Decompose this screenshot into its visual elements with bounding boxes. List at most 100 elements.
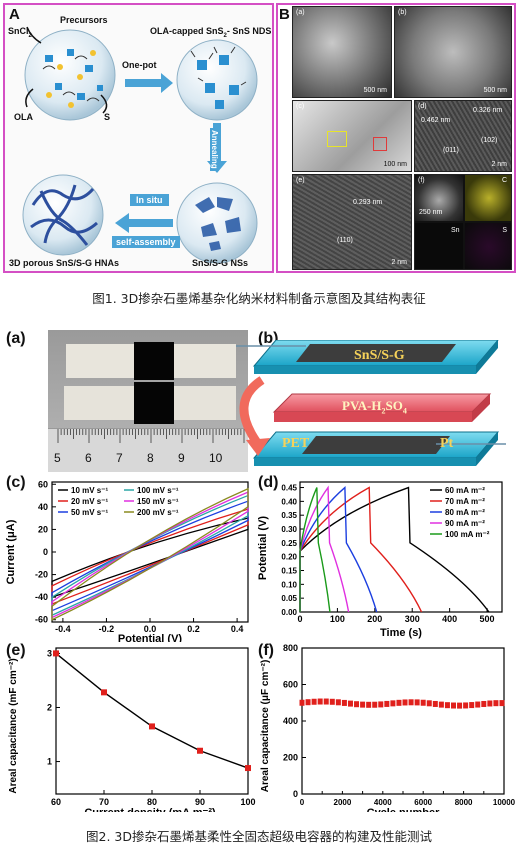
x-tick-label: 500 [480,614,495,624]
y-tick-label: 0.00 [281,608,297,617]
cycle-data-point [499,700,505,707]
hna-sphere [22,174,104,256]
x-tick-label: 60 [51,797,61,807]
cycle-stability-chart: 02000400060008000100008006004002000Cycle… [260,643,516,812]
y-tick-label: 400 [283,716,298,726]
legend-entry: 70 mA m⁻² [445,497,485,506]
cycle-data-point [299,699,305,706]
y-tick-label: 600 [283,680,298,690]
cycle-data-point [323,698,329,705]
y-tick-label: 0.40 [281,497,297,506]
cycle-data-point [475,701,481,708]
y-tick-label: 0.25 [281,539,297,548]
y-tick-label: 200 [283,753,298,763]
cycle-data-point [384,700,390,707]
x-tick-label: 300 [405,614,420,624]
pet-label: PET [282,436,310,451]
x-tick-label: 0.2 [187,624,200,634]
cycle-data-point [444,702,450,709]
cycle-data-point [390,700,396,707]
precursor-particles [42,49,103,108]
x-axis-label: Cycle number [367,807,440,812]
legend-entry: 60 mA m⁻² [445,486,485,495]
nss-label: SnS/S-G NSs [192,258,249,268]
capacitance-vs-current-chart: 60 70 80 90 100 3 2 1 Current density (mA m⁻²) Ar… [8,647,256,812]
cycle-data-point [402,699,408,706]
legend-entry: 20 mV s⁻¹ [71,497,108,506]
y-axis-label: Areal capacitance (mF cm⁻²) [8,658,19,793]
cycle-data-point [432,700,438,707]
x-tick-label: 90 [195,797,205,807]
cycle-data-point [438,701,444,708]
cycle-data-point [335,699,341,706]
legend-entry: 100 mV s⁻¹ [137,486,179,495]
y-tick-label: 0.35 [281,511,297,520]
annealing-label: Annealing [210,128,219,171]
y-tick-label: 2 [47,702,52,712]
data-point [245,765,251,772]
in-situ-label: In situ [130,194,169,206]
y-tick-label: 20 [38,524,48,534]
y-tick-label: -20 [35,570,48,580]
device-photo: 5 6 7 8 9 10 [48,330,248,472]
y-axis-label: Potential (V) [257,516,269,581]
x-tick-label: 80 [147,797,157,807]
cycle-data-point [451,702,456,709]
legend-entry: 10 mV s⁻¹ [71,486,108,495]
nss-sphere [176,182,258,264]
cycle-data-point [305,699,311,706]
hna-network [30,184,98,246]
x-tick-label: 70 [99,797,109,807]
cycle-data-point [360,701,366,708]
x-tick-label: 8000 [455,798,473,807]
nds-particles [190,46,247,109]
fig2-panel-a-label: (a) [6,330,26,347]
ruler-number: 7 [116,451,123,465]
x-tick-label: -0.2 [99,624,115,634]
legend-entry: 80 mA m⁻² [445,508,485,517]
x-axis-label: Current density (mA m⁻²) [84,807,216,812]
y-tick-label: 0.05 [281,594,297,603]
x-tick-label: 0 [300,798,305,807]
cv-loop-series [51,508,249,605]
y-tick-label: 0.10 [281,580,297,589]
fig2-panel-e-label: (e) [6,642,26,659]
cycle-data-point [420,699,426,706]
x-tick-label: 4000 [374,798,392,807]
x-tick-label: 10000 [493,798,516,807]
cycle-data-point [457,702,463,709]
ruler: 5 6 7 8 9 10 [48,428,248,472]
cv-chart: -0.4 -0.2 0.0 0.2 0.4 60 40 20 0 -20 -40 -60 Potenti… [5,479,249,642]
plot-frame [55,647,249,795]
cv-loop-series [51,487,249,621]
x-tick-label: 6000 [414,798,432,807]
cycle-data-point [408,699,414,706]
cv-loop-series [51,500,249,612]
x-tick-label: 0.4 [231,624,244,634]
ola-label: OLA [14,112,33,122]
assembly-arrow [239,376,265,447]
y-tick-label: 0.15 [281,567,297,576]
x-tick-label: -0.4 [55,624,71,634]
cv-loop-series [51,494,249,617]
fig1-panel-a-label: A [9,6,20,23]
ruler-number: 5 [54,451,61,465]
cycle-data-point [463,702,469,709]
x-tick-label: 200 [367,614,382,624]
gcd-series [299,485,350,613]
x-tick-label: 100 [330,614,345,624]
cycle-data-point [493,700,499,707]
y-tick-label: 40 [38,502,48,512]
data-point [149,723,155,730]
ruler-number: 6 [85,451,92,465]
self-assembly-label: self-assembly [112,236,180,248]
x-axis-label: Potential (V) [118,633,183,642]
y-tick-label: 800 [283,643,298,653]
fig2-panel-c-label: (c) [6,474,26,491]
one-pot-arrow [125,73,173,93]
data-point [101,689,107,696]
cycle-data-point [372,701,378,708]
figure-1-caption: 图1. 3D掺杂石墨烯基杂化纳米材料制备示意图及其结构表征 [92,291,426,306]
fig1-panel-b-label: B [279,6,290,23]
cycle-data-point [329,698,335,705]
